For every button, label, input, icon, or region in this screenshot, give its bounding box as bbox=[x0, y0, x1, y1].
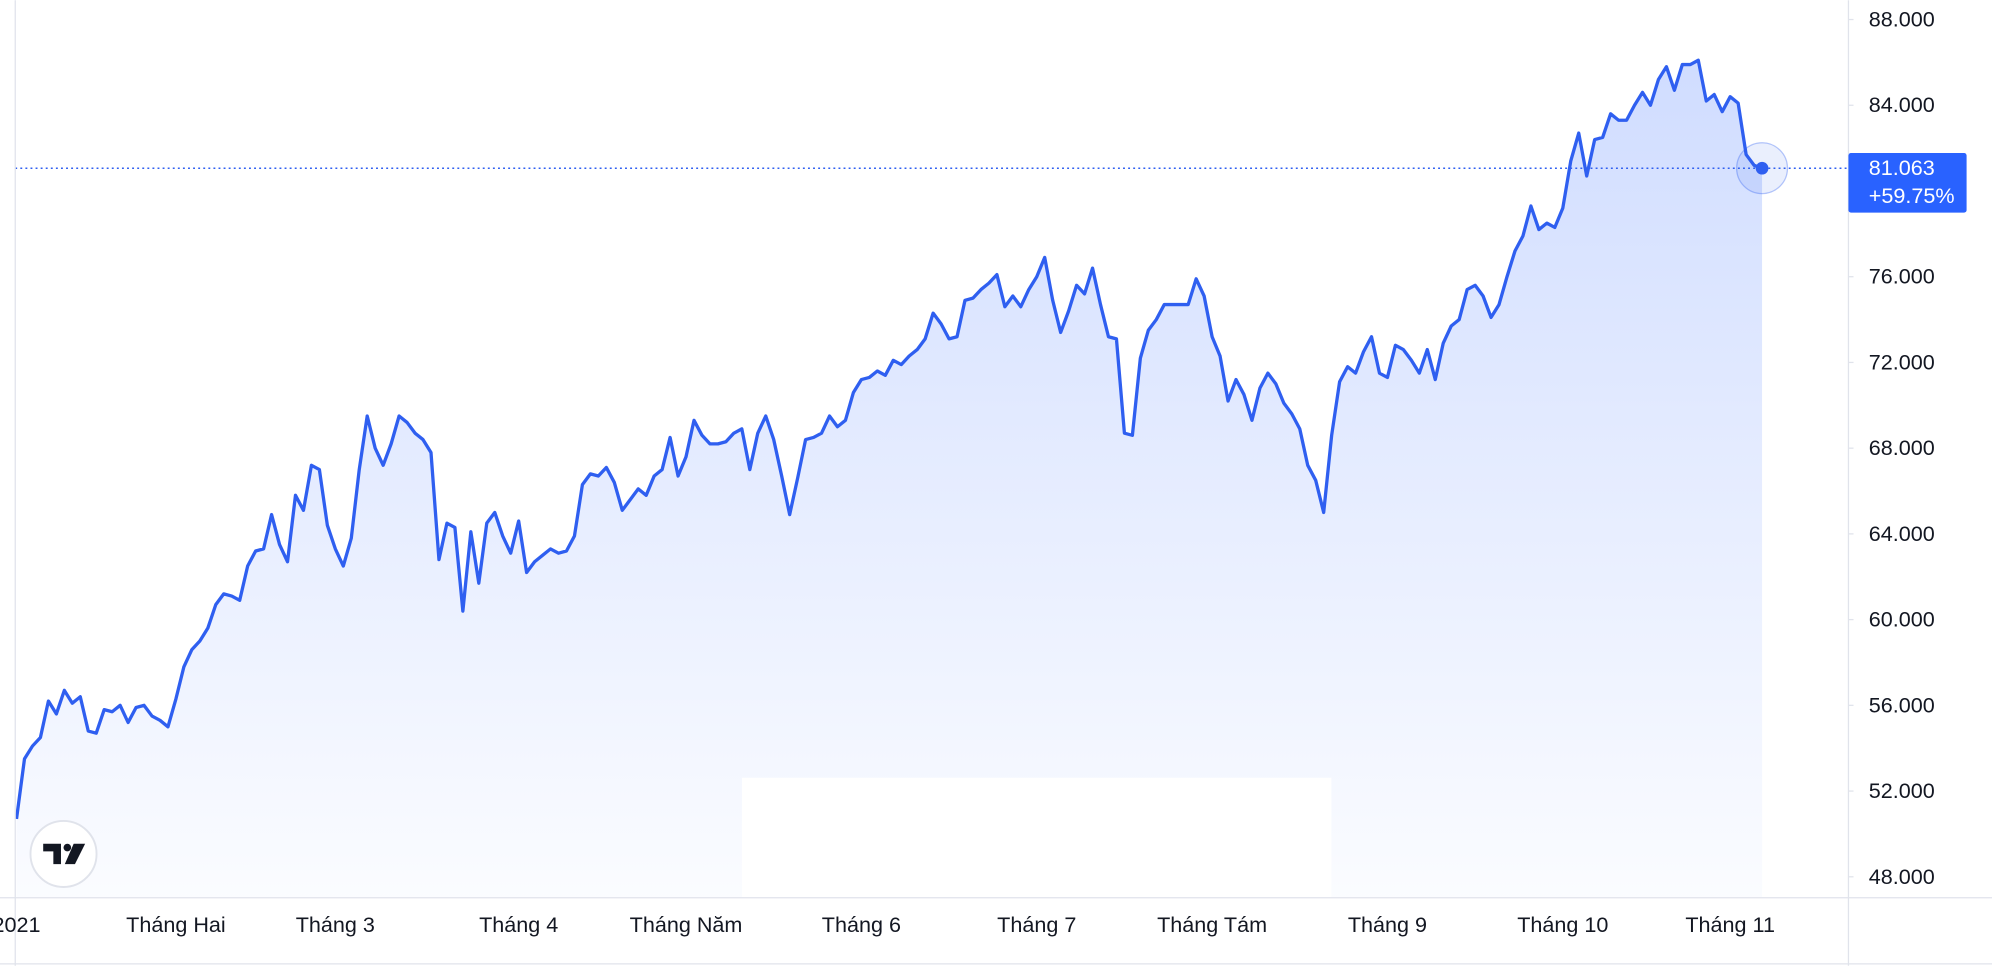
x-tick-label: Tháng 3 bbox=[296, 912, 375, 937]
y-tick-label: 64.000 bbox=[1869, 521, 1935, 546]
x-tick-label: Tháng 9 bbox=[1348, 912, 1427, 937]
y-tick-label: 84.000 bbox=[1869, 92, 1935, 117]
y-tick-label: 60.000 bbox=[1869, 607, 1935, 632]
y-tick-label: 72.000 bbox=[1869, 349, 1935, 374]
x-tick-label: Tháng Tám bbox=[1157, 912, 1267, 937]
price-label-box bbox=[1848, 152, 1967, 213]
x-tick-label: Tháng 6 bbox=[822, 912, 901, 937]
y-tick-label: 48.000 bbox=[1869, 864, 1935, 889]
y-tick-label: 56.000 bbox=[1869, 692, 1935, 717]
x-tick-label: Tháng Hai bbox=[126, 912, 226, 937]
x-tick-label: Tháng 11 bbox=[1685, 912, 1775, 937]
y-tick-label: 52.000 bbox=[1869, 778, 1935, 803]
x-tick-label: Tháng 4 bbox=[479, 912, 558, 937]
overlay-patch bbox=[741, 777, 1332, 898]
x-tick-label: Tháng 10 bbox=[1517, 912, 1608, 937]
axes: 48.000 52.000 56.000 60.000 64.000 68.000 72.0… bbox=[0, 7, 1935, 938]
plot-area bbox=[14, 58, 1849, 898]
area bbox=[16, 60, 1763, 898]
y-tick-label: 76.000 bbox=[1869, 264, 1935, 289]
price-label-value: 81.063 bbox=[1869, 155, 1935, 180]
last-point bbox=[1755, 161, 1769, 175]
tradingview-logo bbox=[29, 819, 98, 888]
x-tick-label: Tháng 7 bbox=[997, 912, 1076, 937]
price-label: 81.063 +59.75% bbox=[1848, 152, 1967, 213]
y-tick-label: 88.000 bbox=[1869, 7, 1935, 32]
y-tick-label: 68.000 bbox=[1869, 435, 1935, 460]
line bbox=[14, 58, 1763, 820]
price-label-change: +59.75% bbox=[1869, 183, 1955, 208]
x-tick-label: 2021 bbox=[0, 912, 41, 937]
x-tick-label: Tháng Năm bbox=[630, 912, 743, 937]
